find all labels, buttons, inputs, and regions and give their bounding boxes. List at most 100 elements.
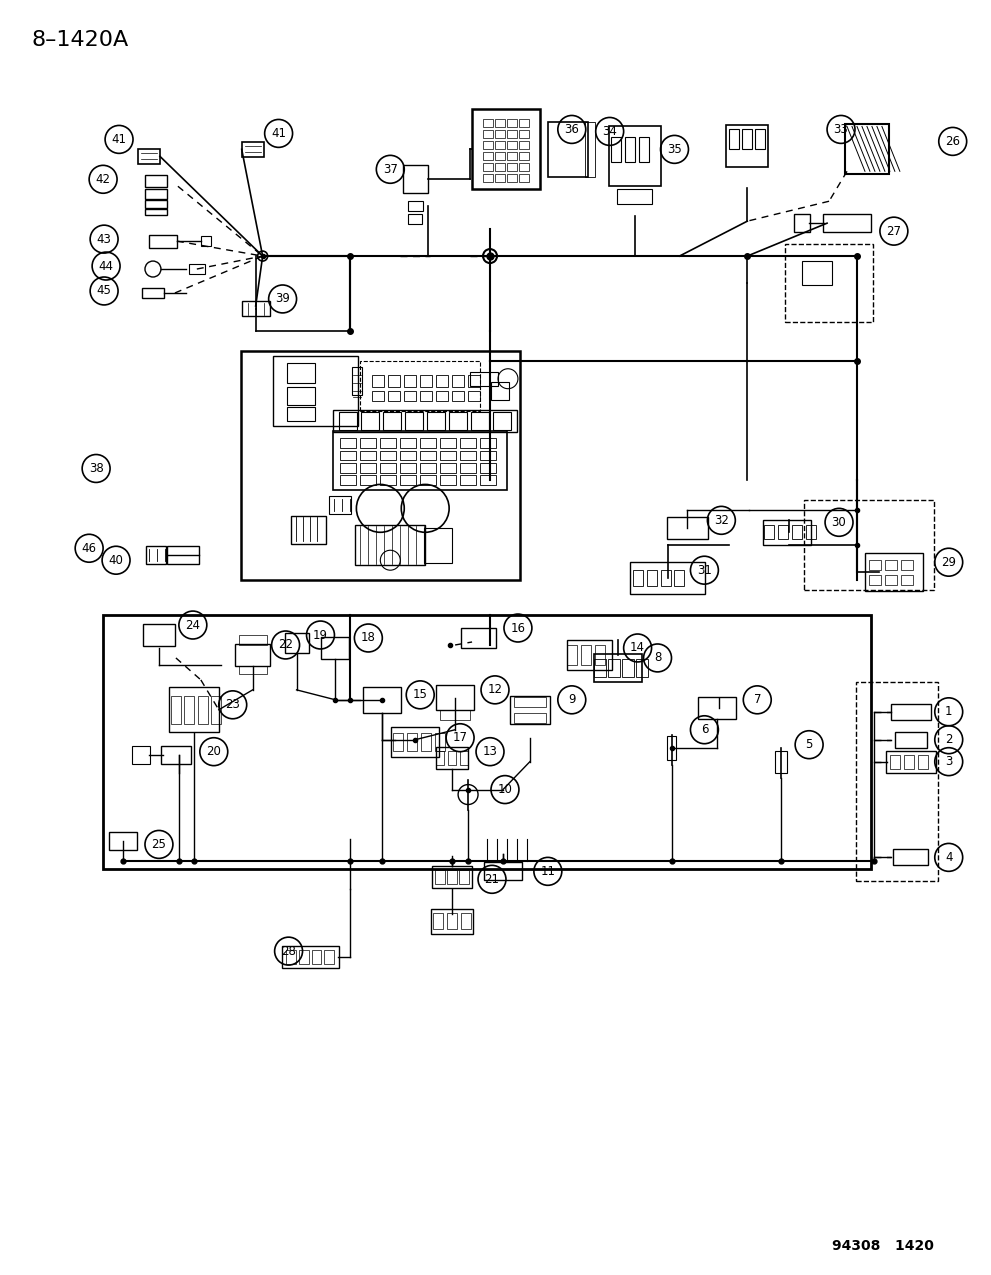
Text: 26: 26 xyxy=(945,135,960,148)
Text: 36: 36 xyxy=(564,122,579,136)
Bar xyxy=(594,654,641,682)
Bar xyxy=(595,645,605,666)
Bar xyxy=(274,356,358,426)
Bar xyxy=(146,546,165,565)
Bar xyxy=(184,696,194,724)
Bar xyxy=(407,201,423,212)
Bar xyxy=(189,264,205,274)
Bar xyxy=(594,659,606,677)
Bar xyxy=(726,125,768,167)
Bar xyxy=(381,450,396,460)
Bar xyxy=(420,375,432,386)
Bar xyxy=(510,696,550,724)
Bar xyxy=(285,950,295,964)
Bar xyxy=(329,496,352,514)
Bar xyxy=(447,871,457,885)
Text: 11: 11 xyxy=(540,864,555,878)
Bar xyxy=(519,175,529,182)
Bar xyxy=(507,120,517,128)
Bar xyxy=(585,122,595,177)
Bar xyxy=(459,871,469,885)
Bar xyxy=(440,476,456,486)
Text: 13: 13 xyxy=(483,745,497,759)
Bar xyxy=(507,142,517,149)
Bar xyxy=(472,110,540,189)
Bar xyxy=(729,130,739,149)
Bar xyxy=(661,570,671,586)
Bar xyxy=(918,755,928,769)
Text: 6: 6 xyxy=(701,723,709,736)
Bar xyxy=(198,696,208,724)
Bar xyxy=(405,412,423,430)
Text: 7: 7 xyxy=(753,694,761,706)
Bar xyxy=(638,136,648,162)
Bar xyxy=(311,950,321,964)
Bar xyxy=(886,751,936,773)
Bar xyxy=(567,645,577,666)
Bar xyxy=(420,464,436,473)
Text: 25: 25 xyxy=(152,838,166,850)
Bar xyxy=(775,751,787,773)
Bar xyxy=(844,125,889,175)
Bar xyxy=(298,950,308,964)
Text: 37: 37 xyxy=(383,163,397,176)
Bar xyxy=(132,746,150,764)
Bar xyxy=(388,375,400,386)
Bar xyxy=(145,209,166,215)
Bar xyxy=(341,464,357,473)
Bar xyxy=(491,381,509,399)
Bar xyxy=(493,412,511,430)
Bar xyxy=(468,375,480,386)
Bar xyxy=(904,755,914,769)
Text: 19: 19 xyxy=(313,629,328,641)
Bar xyxy=(286,363,314,382)
Bar xyxy=(742,130,752,149)
Text: 32: 32 xyxy=(714,514,728,527)
Bar xyxy=(235,644,271,666)
Bar xyxy=(460,450,476,460)
Bar xyxy=(145,175,166,187)
Bar xyxy=(763,520,811,544)
Bar xyxy=(895,732,927,747)
Bar xyxy=(241,351,520,580)
Bar xyxy=(440,437,456,448)
Bar xyxy=(400,464,416,473)
Bar xyxy=(869,560,881,570)
Text: 23: 23 xyxy=(225,699,240,711)
Bar xyxy=(885,575,897,585)
Bar xyxy=(436,747,468,769)
Text: 15: 15 xyxy=(413,688,428,701)
Text: 27: 27 xyxy=(886,224,902,237)
Bar xyxy=(168,687,219,732)
Bar xyxy=(624,136,634,162)
Bar xyxy=(440,450,456,460)
Bar xyxy=(242,142,264,157)
Text: 41: 41 xyxy=(272,128,286,140)
Text: 4: 4 xyxy=(945,850,952,864)
Bar xyxy=(361,476,377,486)
Text: 1: 1 xyxy=(945,705,952,718)
Bar xyxy=(341,437,357,448)
Bar xyxy=(404,390,416,400)
Bar xyxy=(388,390,400,400)
Bar xyxy=(384,412,401,430)
Text: 45: 45 xyxy=(97,284,112,297)
Bar xyxy=(785,244,873,321)
Bar xyxy=(507,153,517,161)
Bar xyxy=(373,390,385,400)
Bar xyxy=(890,755,900,769)
Bar xyxy=(452,390,464,400)
Bar xyxy=(291,516,326,544)
Bar xyxy=(675,570,685,586)
Bar xyxy=(149,235,177,247)
Bar xyxy=(792,525,802,539)
Bar xyxy=(364,687,401,713)
Bar xyxy=(484,862,522,880)
Bar xyxy=(340,412,358,430)
Bar xyxy=(548,122,588,177)
Bar xyxy=(440,464,456,473)
Bar xyxy=(483,153,493,161)
Bar xyxy=(632,570,642,586)
Bar xyxy=(142,288,164,298)
Text: 40: 40 xyxy=(109,553,124,566)
